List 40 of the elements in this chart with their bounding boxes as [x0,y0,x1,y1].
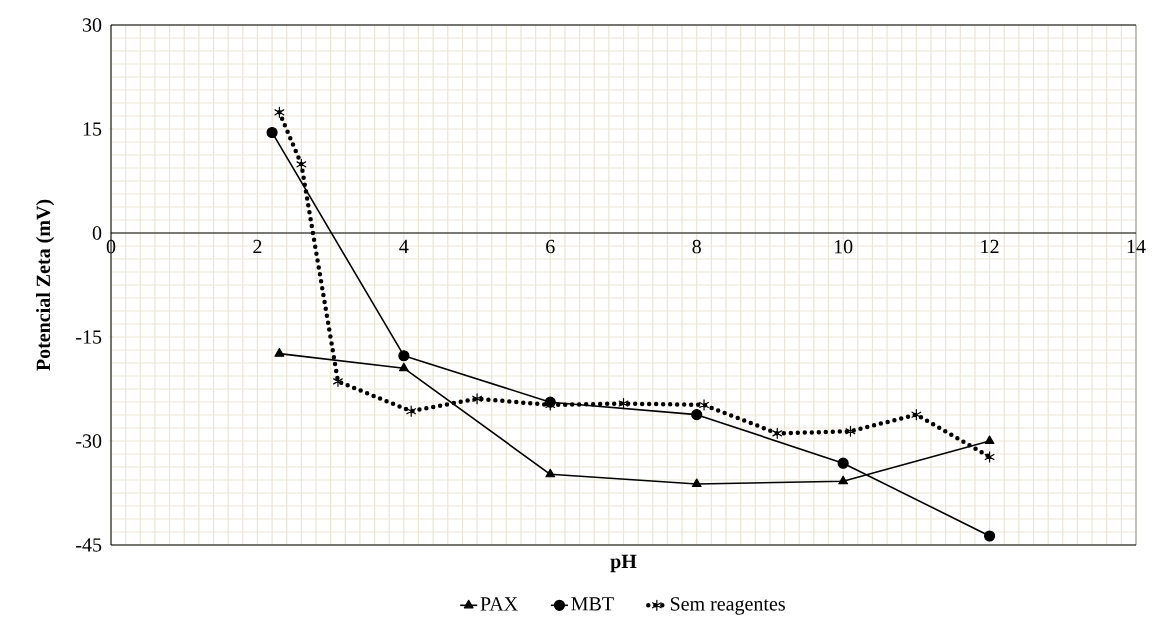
x-axis-title: pH [610,554,637,573]
point [406,405,417,417]
point [618,397,629,410]
point [472,393,482,405]
point [984,435,995,445]
y-tick-label: -45 [76,538,102,552]
point [296,158,307,170]
y-tick-label: 0 [92,226,102,240]
x-tick-label: 8 [692,239,701,254]
x-tick-label: 12 [981,239,999,254]
x-tick-label: 4 [399,239,409,254]
point [911,409,922,421]
y-axis-title: Potencial Zeta (mV) [36,199,55,371]
legend-label: PAX [480,597,518,611]
point [333,375,343,387]
y-tick-label: -30 [76,434,102,448]
point [274,106,285,118]
y-tick-label: 30 [82,18,102,32]
legend-label: MBT [571,597,614,611]
x-tick-label: 10 [834,239,853,254]
legend-label: Sem reagentes [670,597,785,615]
point [398,362,409,372]
point [266,126,278,139]
point [837,457,849,469]
point [274,348,285,357]
y-tick-label: 15 [83,122,102,136]
point [984,451,995,463]
point [983,530,996,542]
x-tick-label: 6 [546,239,555,254]
point [838,475,849,485]
point [691,478,702,488]
point [845,425,856,437]
point [545,468,556,478]
y-tick-label: -15 [76,330,102,344]
x-tick-label: 2 [253,239,262,254]
x-tick-label: 14 [1127,239,1146,254]
point [699,399,709,411]
point [691,409,703,421]
point [398,350,410,362]
point [772,427,783,439]
